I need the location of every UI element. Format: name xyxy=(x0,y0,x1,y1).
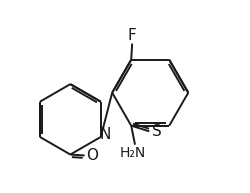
Text: S: S xyxy=(151,124,161,139)
Text: N: N xyxy=(100,127,111,142)
Text: H₂N: H₂N xyxy=(120,146,146,160)
Text: O: O xyxy=(86,148,98,163)
Text: F: F xyxy=(127,28,136,42)
